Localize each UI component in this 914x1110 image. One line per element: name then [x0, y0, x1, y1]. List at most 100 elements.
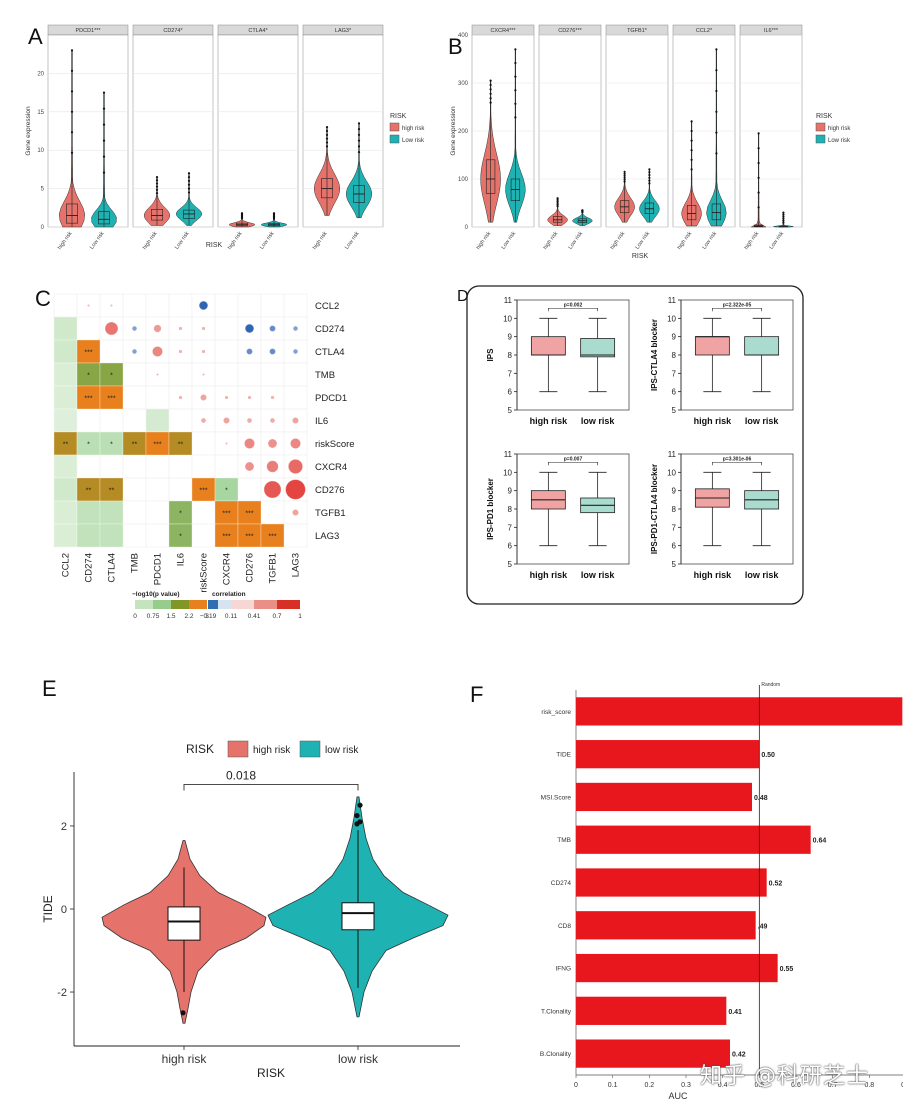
panel-label-b: B: [448, 34, 463, 59]
outlier-point: [70, 131, 74, 134]
value-label: 0.48: [754, 795, 768, 802]
y-tick-label: 6: [672, 388, 677, 397]
y-tick-label: 11: [504, 450, 513, 459]
outlier-point: [648, 176, 651, 179]
box: [552, 216, 563, 223]
x-tick-label: 0.9: [901, 1082, 903, 1089]
x-tick-label: high risk: [694, 570, 733, 580]
row-label: CCL2: [315, 301, 339, 312]
x-tick-label: high risk: [530, 416, 569, 426]
column-label: CTLA4: [107, 553, 118, 583]
legend-corr-swatch: [254, 600, 277, 609]
outlier-point: [715, 110, 718, 113]
correlation-circle: [288, 459, 303, 474]
row-label: CD274: [315, 324, 345, 335]
outlier-point: [715, 69, 718, 72]
correlation-circle: [199, 301, 208, 310]
y-tick-label: 200: [458, 129, 469, 135]
outlier-point: [489, 79, 492, 82]
x-tick-label: high risk: [543, 231, 560, 251]
outlier-point: [240, 212, 244, 215]
panel-label-d: D: [457, 288, 469, 305]
heatmap-cell: [283, 293, 308, 318]
correlation-circle: [224, 395, 229, 400]
y-axis-label: IPS-CTLA4 blocker: [650, 319, 659, 391]
y-tick-label: 100: [458, 177, 469, 183]
y-tick-label: 9: [672, 487, 677, 496]
outlier-point: [155, 175, 159, 179]
correlation-circle: [178, 395, 183, 400]
chart-f-auc-bars: risk_score0.89TIDE0.50MSI.Score0.48TMB0.…: [540, 682, 903, 1100]
outlier-point: [715, 89, 718, 93]
outlier-point: [70, 69, 74, 72]
heatmap-cell: [122, 362, 147, 387]
y-tick-label: 7: [672, 523, 677, 532]
outlier-point: [354, 812, 360, 819]
column-label: TMB: [130, 553, 141, 573]
column-label: CD274: [84, 553, 95, 583]
heatmap-cell: [99, 408, 124, 433]
facet-panel: [132, 34, 214, 228]
outlier-point: [187, 191, 191, 194]
panel-label-f: F: [470, 682, 484, 707]
outlier-point: [325, 129, 329, 133]
correlation-circle: [110, 304, 113, 307]
significance-stars: *: [110, 442, 113, 449]
outlier-point: [556, 200, 559, 203]
y-tick-label: 0: [465, 225, 469, 231]
watermark: 知乎 @科研芝士: [700, 1064, 869, 1089]
facet-title: IL6***: [764, 28, 779, 34]
heatmap-cell: [76, 316, 101, 341]
chart-c-correlation-heatmap: **** **** ***** * * ** *** **** ** *** ** *** **** **…: [53, 293, 355, 620]
p-value-label: p=3.301e-06: [723, 456, 752, 462]
legend-corr-swatch: [208, 600, 218, 609]
y-tick-label: 7: [508, 523, 513, 532]
significance-stars: *: [87, 442, 90, 449]
x-tick-label: 0.3: [681, 1082, 691, 1089]
outlier-point: [690, 158, 693, 161]
heatmap-cell: [122, 500, 147, 525]
outlier-point: [623, 174, 626, 177]
x-tick-label: high risk: [57, 231, 74, 251]
x-tick-label: high risk: [610, 231, 627, 251]
p-value-label: p=0.007: [564, 456, 583, 462]
category-label: risk_score: [541, 709, 571, 716]
facet-title: CTLA4*: [248, 28, 268, 34]
legend-pvalue-tick: 1.5: [166, 613, 175, 620]
legend-corr-tick: 0.7: [272, 613, 281, 620]
y-tick-label: 5: [508, 560, 513, 569]
heatmap-cell: [214, 362, 239, 387]
reference-label: Random: [761, 682, 780, 688]
auc-bar: [576, 911, 756, 940]
outlier-point: [102, 107, 106, 110]
y-tick-label: 9: [508, 487, 513, 496]
box: [485, 159, 496, 194]
outlier-point: [70, 49, 74, 52]
heatmap-cell: [168, 293, 193, 318]
outlier-point: [187, 175, 191, 179]
heatmap-cell: [145, 293, 170, 318]
y-tick-label: 0: [41, 225, 45, 231]
value-label: 0.50: [761, 752, 775, 759]
y-axis-label: Gene expression: [25, 106, 32, 156]
box: [151, 209, 163, 221]
correlation-circle: [132, 349, 137, 354]
legend-swatch-high: [389, 122, 400, 132]
category-label: IFNG: [555, 966, 571, 973]
correlation-circle: [223, 417, 230, 424]
x-axis-label: RISK: [632, 253, 649, 260]
outlier-point: [357, 145, 361, 148]
x-tick-label: high risk: [476, 231, 493, 251]
correlation-circle: [178, 326, 183, 331]
outlier-point: [357, 802, 363, 808]
panel-label-c: C: [35, 286, 51, 311]
heatmap-cell: [260, 500, 285, 525]
heatmap-cell: [122, 385, 147, 410]
row-label: TMB: [315, 370, 335, 381]
x-tick-label: low risk: [745, 570, 780, 580]
heatmap-cell: [99, 339, 124, 364]
legend-corr-title: correlation: [212, 591, 246, 598]
outlier-point: [180, 1010, 186, 1016]
facet-panel: [47, 34, 129, 228]
y-tick-label: 5: [672, 406, 677, 415]
